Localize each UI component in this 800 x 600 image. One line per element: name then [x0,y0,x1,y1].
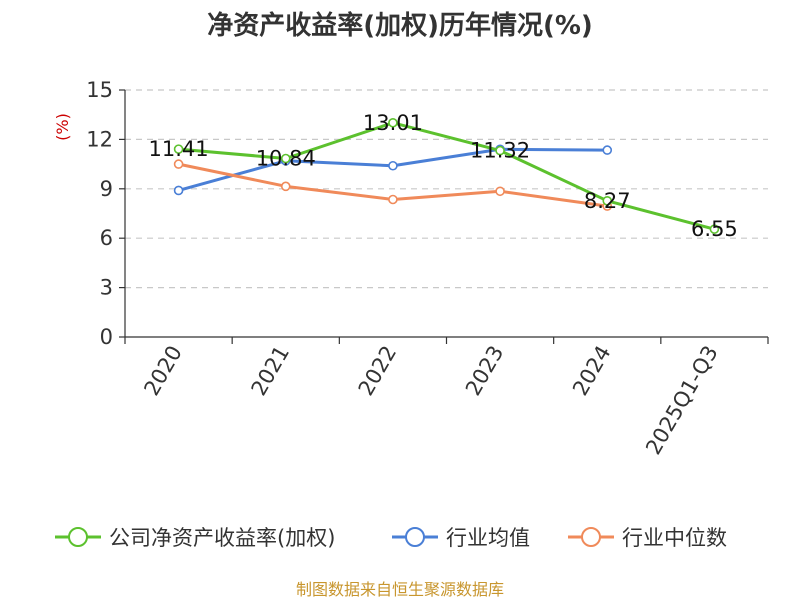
y-tick-labels: 0 3 6 9 12 15 [86,78,113,349]
data-point [280,153,291,164]
series-line [178,121,715,231]
data-point [495,186,505,197]
y-tick-label: 9 [100,177,113,201]
data-point [173,144,184,154]
y-tick-label: 6 [100,226,113,250]
series-1 [173,144,613,196]
data-label: 11.32 [470,139,530,163]
legend-marker [68,527,88,547]
x-tick-label: 2021 [247,342,295,400]
data-point [709,224,720,234]
data-labels: 11.41 10.84 13.01 11.32 8.27 6.55 [149,111,738,241]
x-tick-label: 2022 [354,342,402,400]
y-tick-label: 12 [86,127,113,151]
y-axis-unit: (%) [53,113,72,141]
y-tick-label: 15 [86,78,113,102]
data-point [173,159,184,169]
chart-title: 净资产收益率(加权)历年情况(%) [207,10,593,41]
axes [124,90,769,344]
data-label: 10.84 [256,147,316,171]
source-note: 制图数据来自恒生聚源数据库 [296,580,504,599]
x-tick-label: 2023 [461,342,509,400]
data-point [602,196,613,206]
y-tick-label: 0 [100,325,113,349]
x-tick-label: 2020 [139,342,187,400]
x-tick-labels: 2020 2021 2022 2023 2024 2025Q1-Q3 [139,342,722,459]
legend-label: 公司净资产收益率(加权) [109,526,335,550]
series-0 [173,117,720,234]
legend-item: 公司净资产收益率(加权) [55,526,335,550]
data-label: 6.55 [691,217,738,241]
legend-item: 行业中位数 [568,526,727,550]
series-lines [173,117,720,234]
series-2 [173,159,613,211]
x-tick-label: 2024 [568,342,616,400]
data-point [173,185,184,196]
data-point [388,117,398,128]
data-label: 11.41 [149,137,209,161]
legend: 公司净资产收益率(加权) 行业均值 行业中位数 [55,526,727,550]
legend-item: 行业均值 [392,526,530,550]
legend-marker [581,527,601,547]
y-tick-label: 3 [100,276,113,300]
data-point [388,194,398,205]
data-point [388,160,398,171]
data-point [495,145,505,156]
data-point [602,145,613,155]
x-tick-label: 2025Q1-Q3 [641,342,723,459]
data-point [280,181,291,192]
legend-label: 行业中位数 [622,526,727,550]
data-label: 8.27 [584,189,631,213]
data-label: 13.01 [363,111,423,135]
legend-marker [405,527,425,547]
gridlines [119,89,768,338]
legend-label: 行业均值 [446,526,530,550]
